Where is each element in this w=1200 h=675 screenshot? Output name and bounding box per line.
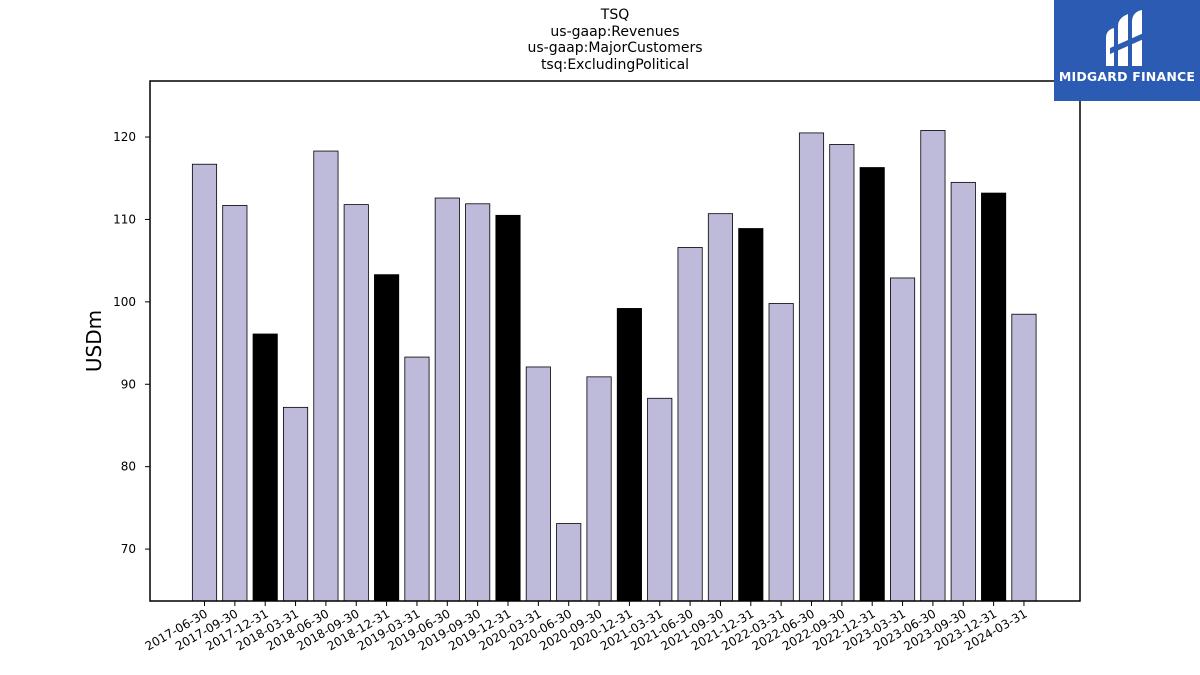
bar-2021-09-30: [707, 213, 733, 602]
bar-2022-12-31: [859, 167, 885, 602]
y-tick-label: 120: [113, 130, 136, 144]
x-axis: 2017-06-302017-09-302017-12-312018-03-31…: [143, 601, 1029, 653]
bar-2022-06-30: [798, 132, 825, 602]
bar-2019-03-31: [404, 356, 430, 602]
chart-title-line-1: TSQ: [600, 7, 630, 23]
chart-title-line-4: tsq:ExcludingPolitical: [540, 57, 690, 73]
chart-title-line-2: us-gaap:Revenues: [550, 24, 680, 40]
midgard-finance-logo: MIDGARD FINANCE: [1054, 0, 1200, 101]
bar-2020-09-30: [586, 376, 612, 602]
bar-2020-12-31: [616, 308, 642, 602]
bar-2018-12-31: [374, 274, 400, 602]
bar-2019-12-31: [495, 214, 521, 602]
bars-group: [191, 130, 1037, 602]
bar-2017-06-30: [191, 163, 218, 602]
bar-2023-06-30: [920, 130, 946, 602]
bar-2021-12-31: [738, 228, 764, 602]
y-axis: 70 80 90 100 110 120: [113, 130, 150, 556]
y-tick-label: 110: [113, 212, 136, 226]
bar-2023-09-30: [950, 181, 976, 602]
bar-2018-09-30: [343, 204, 369, 602]
logo-mark-icon: [1106, 10, 1146, 66]
y-axis-label: USDm: [82, 310, 106, 372]
plot-frame: [149, 80, 1081, 602]
bar-2022-09-30: [829, 144, 855, 602]
chart-title-line-3: us-gaap:MajorCustomers: [527, 40, 703, 56]
y-tick-label: 70: [121, 542, 136, 556]
bar-2022-03-31: [768, 303, 794, 602]
bar-2023-12-31: [981, 192, 1007, 602]
bar-2020-03-31: [525, 366, 551, 602]
y-tick-label: 100: [113, 295, 136, 309]
logo-text: MIDGARD FINANCE: [1058, 69, 1196, 84]
bar-2024-03-31: [1011, 313, 1037, 602]
bar-2020-06-30: [556, 523, 582, 602]
bar-2021-03-31: [647, 397, 673, 602]
bar-2018-03-31: [282, 406, 309, 602]
bar-2019-06-30: [434, 197, 460, 602]
bar-2019-09-30: [465, 203, 491, 602]
bar-2021-06-30: [677, 247, 703, 602]
bar-2017-09-30: [222, 205, 248, 602]
bar-2017-12-31: [252, 333, 278, 602]
y-tick-label: 80: [121, 460, 136, 474]
bar-2018-06-30: [313, 150, 339, 602]
bar-2023-03-31: [890, 277, 916, 602]
y-tick-label: 90: [121, 377, 136, 391]
